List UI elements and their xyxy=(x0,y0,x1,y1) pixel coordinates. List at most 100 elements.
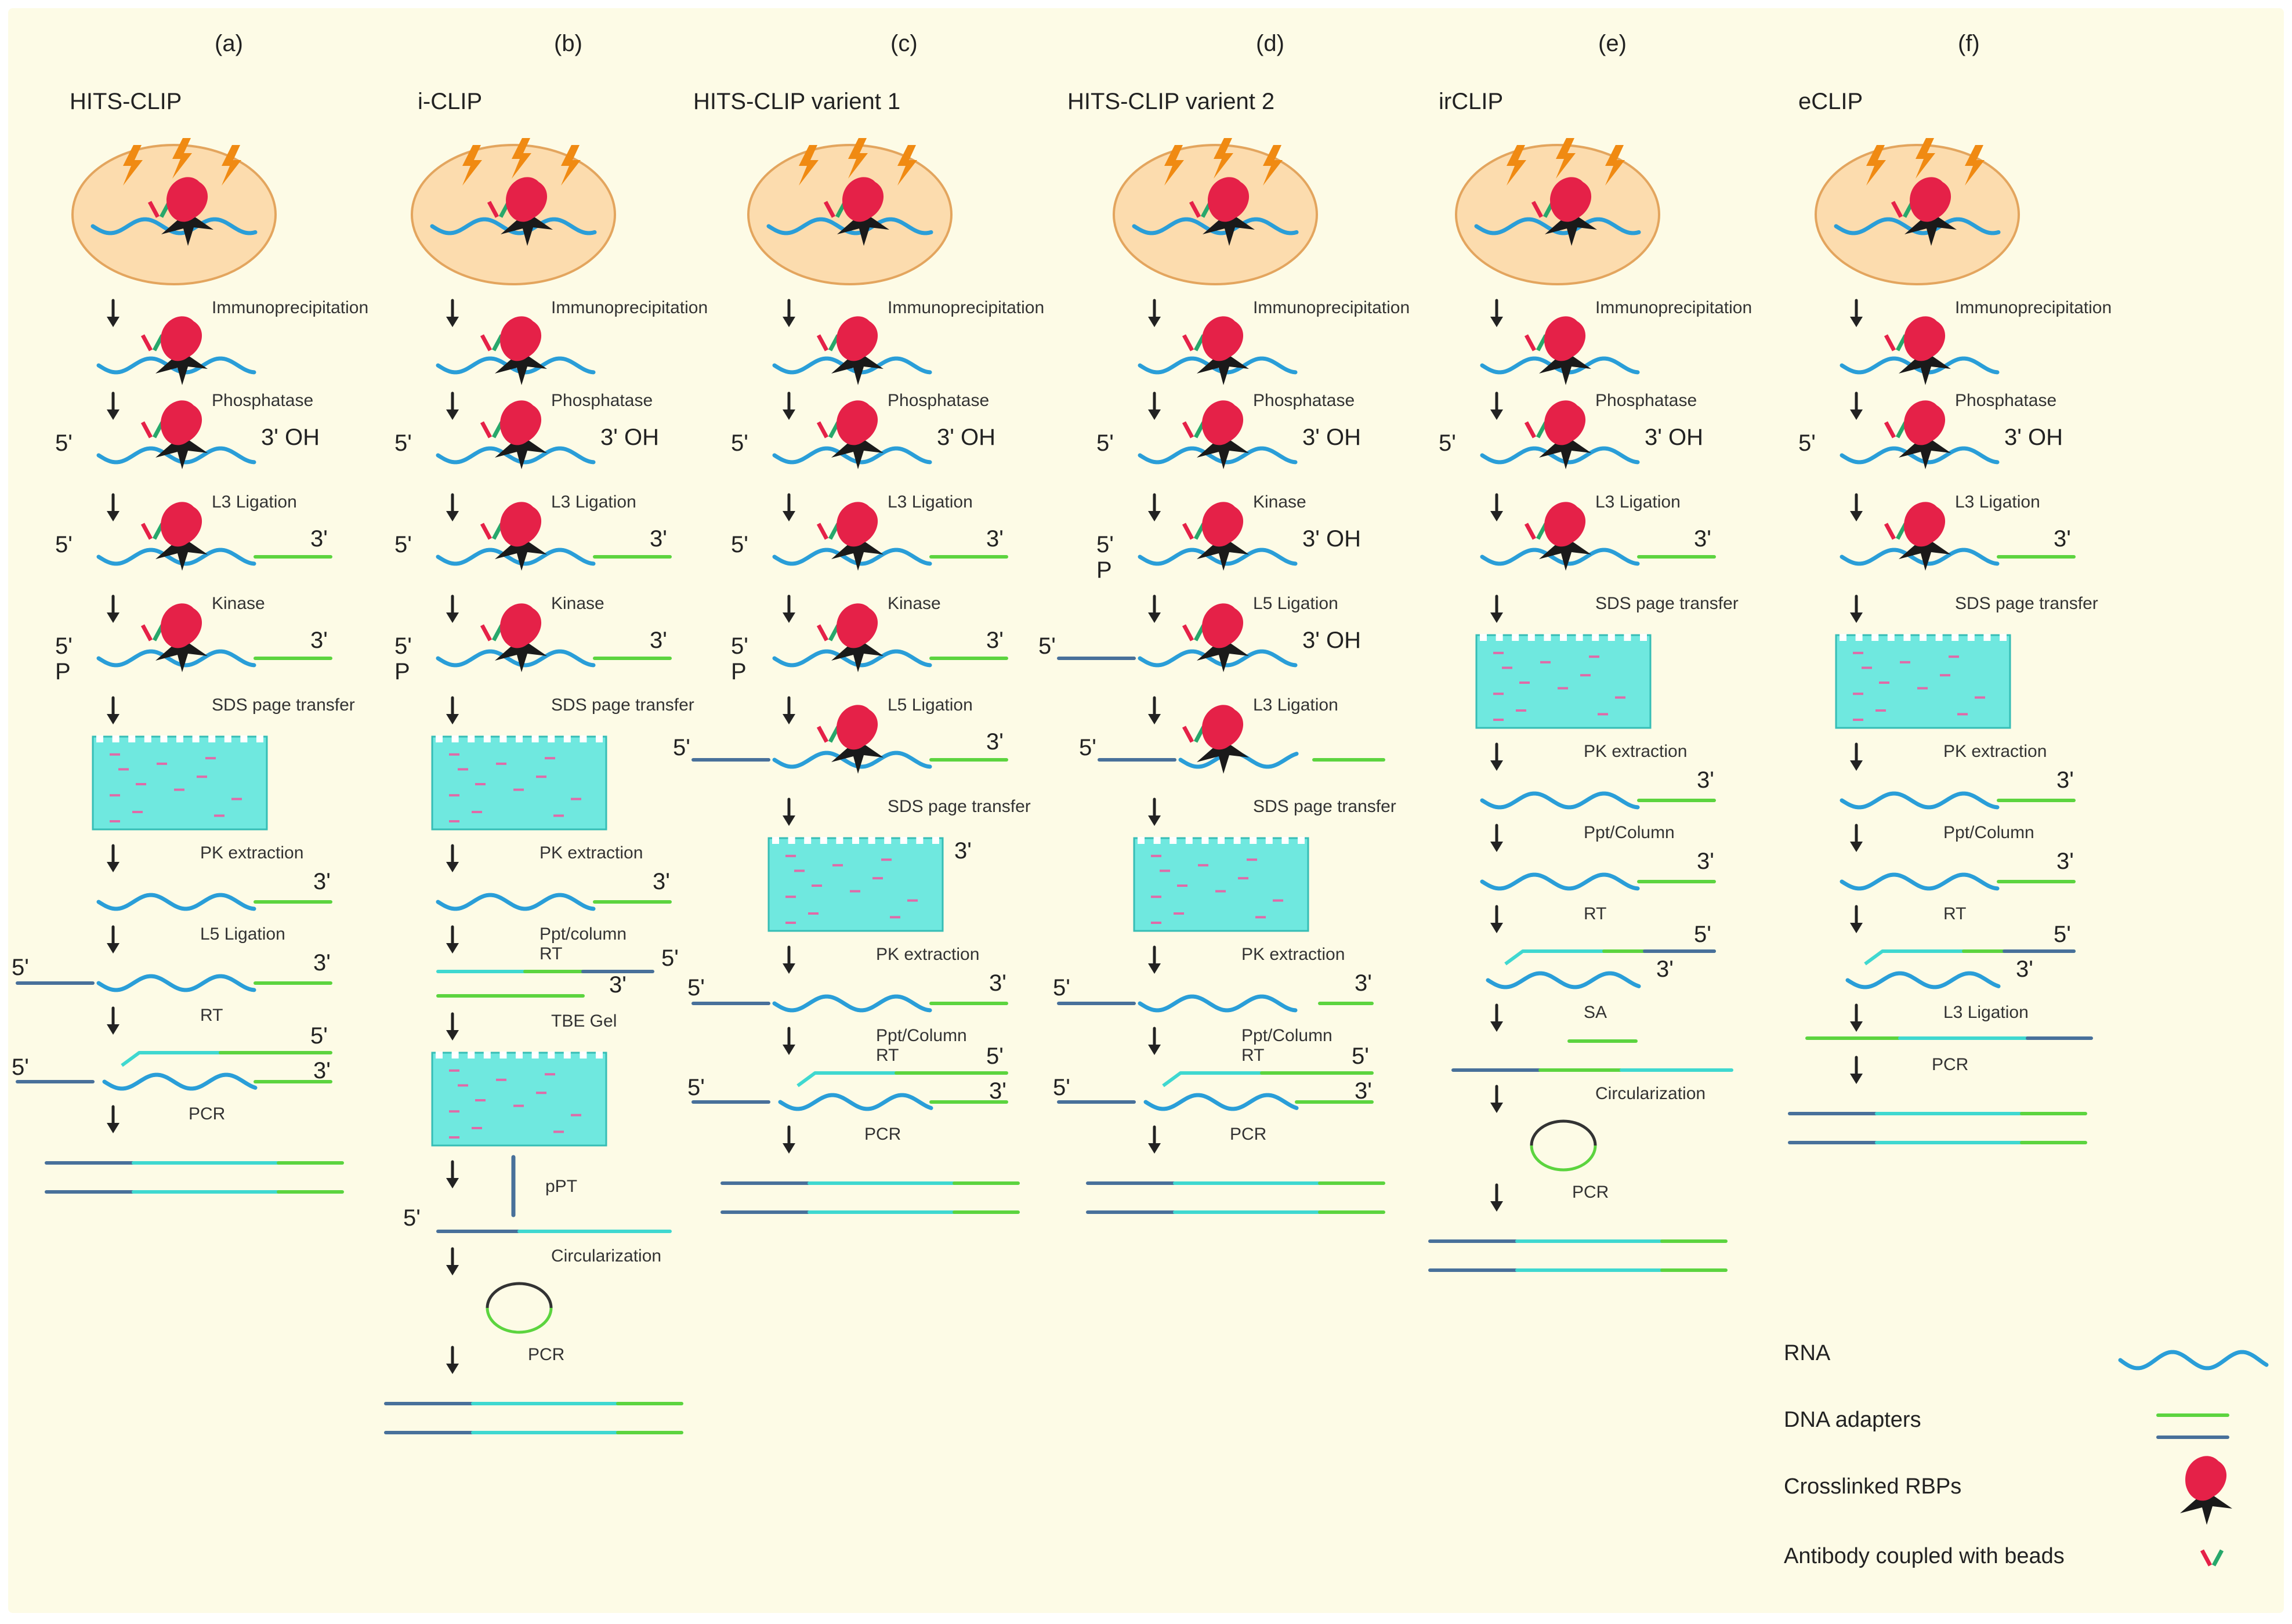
crosslink-star xyxy=(1539,440,1591,469)
lightning-icon xyxy=(1866,145,1886,186)
arrow-head xyxy=(107,1024,120,1035)
rna-strand xyxy=(1138,994,1298,1013)
rna-strand xyxy=(772,751,932,769)
crosslink-star xyxy=(831,542,884,571)
gel-well xyxy=(580,1052,587,1058)
rbp-icon xyxy=(1899,400,1951,469)
arrow-head xyxy=(1850,842,1863,852)
gel-band xyxy=(1151,854,1161,857)
gel-slab xyxy=(767,837,944,932)
step-label: Circularization xyxy=(1595,1084,1706,1103)
step-arrow-icon xyxy=(783,493,795,521)
gel-band xyxy=(472,811,482,813)
crosslink-star xyxy=(1899,440,1951,469)
gel-band xyxy=(545,757,555,760)
rbp-icon xyxy=(831,316,884,385)
gel-band xyxy=(1879,682,1889,684)
gel-band xyxy=(1247,858,1257,861)
gel-well xyxy=(468,735,475,742)
arrow-head xyxy=(446,1030,459,1041)
gel-well xyxy=(548,735,555,742)
lightning-icon xyxy=(1263,145,1283,186)
step-label: Kinase xyxy=(888,594,941,613)
end-label-3prime: 3' xyxy=(1697,767,1714,793)
gel-well xyxy=(1512,634,1519,641)
rbp-icon xyxy=(155,400,208,469)
gel-band xyxy=(536,1092,546,1094)
rbp-body xyxy=(1202,400,1244,445)
gel-well xyxy=(144,735,151,742)
gel-well xyxy=(836,837,843,844)
rbp-body xyxy=(837,400,878,445)
gel-icon xyxy=(92,735,268,831)
end-label-3prime: 3' xyxy=(313,869,331,894)
lightning-icon xyxy=(1965,145,1985,186)
gel-band xyxy=(850,890,860,893)
rbp-icon xyxy=(831,400,884,469)
panel-title: HITS-CLIP varient 1 xyxy=(693,89,900,114)
rbp-icon xyxy=(1197,502,1249,571)
crosslink-star xyxy=(1899,542,1951,571)
end-label-5prime: 5' xyxy=(1053,1075,1070,1100)
step-arrow-icon xyxy=(783,696,795,724)
arrow-head xyxy=(107,1123,120,1133)
rbp-body xyxy=(842,177,884,222)
panel-letter: (a) xyxy=(215,31,243,56)
step-arrow-icon xyxy=(1148,392,1161,420)
gel-band xyxy=(1493,719,1504,721)
arrow-head xyxy=(107,943,120,954)
gel-well xyxy=(1640,634,1647,641)
step-arrow-icon xyxy=(446,1160,459,1188)
gel-icon xyxy=(431,1052,607,1147)
step-label: Circularization xyxy=(551,1246,661,1266)
gel-well xyxy=(2000,634,2007,641)
column-irclip: (e) irCLIP Immunoprecipitation Phosphatase 5… xyxy=(1428,31,1752,1272)
antibody-arm-red xyxy=(816,523,829,540)
panel-letter: (b) xyxy=(554,31,582,56)
arrow-head xyxy=(783,1045,795,1055)
step-label: Phosphatase xyxy=(1253,391,1355,410)
gel-band xyxy=(496,762,506,765)
end-label-5prime: 5' xyxy=(673,735,690,760)
gel-band xyxy=(785,922,796,924)
end-label-3prime: 3' xyxy=(310,526,328,552)
arrow-head xyxy=(446,943,459,954)
gel-well xyxy=(256,735,263,742)
gel-well xyxy=(192,735,200,742)
step-arrow-icon xyxy=(107,1105,120,1133)
gel-band xyxy=(1589,655,1599,658)
arrow-head xyxy=(446,862,459,872)
gel-icon xyxy=(1133,837,1309,932)
column-eclip: (f) eCLIP Immunoprecipitation Phosphatase 5'… xyxy=(1788,31,2112,1144)
end-label-3prime: 3' OH xyxy=(261,425,320,450)
gel-well xyxy=(932,837,939,844)
antibody-arm-red xyxy=(1182,624,1194,641)
gel-band xyxy=(1853,651,1863,654)
gel-well xyxy=(436,735,443,742)
arrow-head xyxy=(783,815,795,826)
end-label-5prime: 5' xyxy=(310,1023,328,1049)
gel-icon xyxy=(1835,634,2011,729)
legend-label: RNA xyxy=(1784,1341,1831,1365)
end-label-3prime: 3' xyxy=(986,729,1004,755)
rbp-icon xyxy=(1539,400,1591,469)
gel-well xyxy=(1840,634,1846,641)
gel-well xyxy=(483,1052,491,1058)
antibody-arm-green xyxy=(2211,1549,2224,1567)
crosslink-star xyxy=(837,217,889,246)
antibody-arm-red xyxy=(816,726,829,743)
end-label-3prime: 3' xyxy=(2016,956,2033,982)
end-label-3prime: 3' OH xyxy=(937,425,995,450)
rna-strand xyxy=(1480,446,1640,465)
panel-title: i-CLIP xyxy=(418,89,482,114)
end-label-5prime: 5' xyxy=(55,633,73,659)
rna-strand xyxy=(96,649,256,668)
rbp-body xyxy=(837,316,878,361)
lightning-icon xyxy=(462,145,482,186)
rna-strand xyxy=(1138,446,1298,465)
end-label-3prime: 3' xyxy=(1656,956,1674,982)
antibody-arm-red xyxy=(140,624,153,641)
gel-band xyxy=(1151,896,1161,898)
gel-band xyxy=(1615,696,1625,699)
